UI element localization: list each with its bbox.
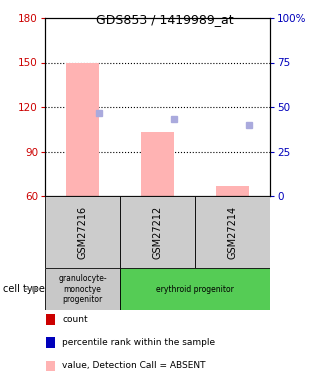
Text: erythroid progenitor: erythroid progenitor	[156, 285, 234, 294]
Bar	[141, 132, 174, 196]
Bar	[195, 196, 270, 268]
Text: percentile rank within the sample: percentile rank within the sample	[62, 338, 215, 347]
Bar	[120, 268, 270, 310]
Text: cell type: cell type	[3, 284, 45, 294]
Text: count: count	[62, 315, 88, 324]
Bar	[45, 268, 120, 310]
Bar	[45, 196, 120, 268]
Text: granulocyte-
monoctye
progenitor: granulocyte- monoctye progenitor	[58, 274, 107, 304]
Text: GSM27216: GSM27216	[78, 206, 87, 259]
Text: GSM27212: GSM27212	[152, 206, 162, 259]
Text: GDS853 / 1419989_at: GDS853 / 1419989_at	[96, 13, 234, 26]
Bar	[66, 63, 99, 196]
Bar	[215, 186, 249, 196]
Bar	[120, 196, 195, 268]
Text: GSM27214: GSM27214	[227, 206, 238, 259]
Text: value, Detection Call = ABSENT: value, Detection Call = ABSENT	[62, 362, 206, 370]
